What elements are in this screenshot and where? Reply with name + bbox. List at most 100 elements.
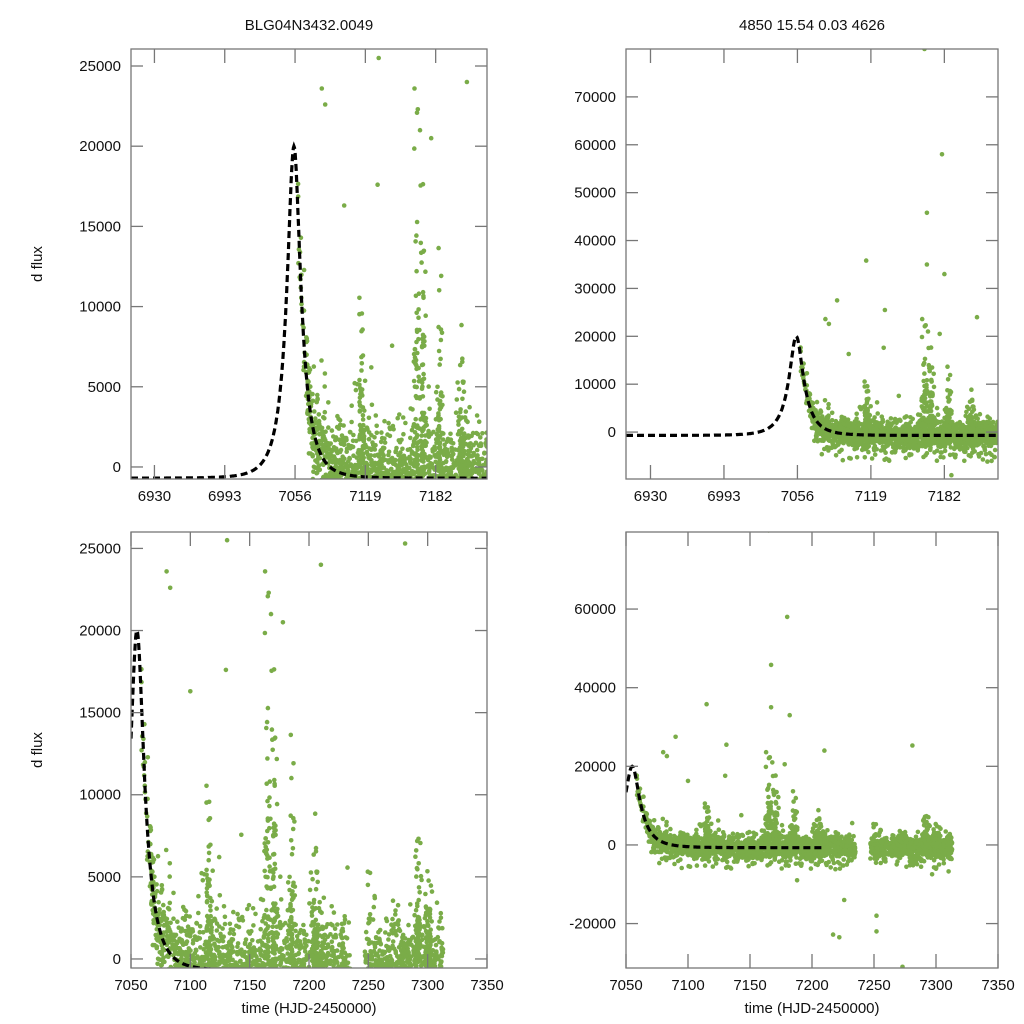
data-point xyxy=(393,998,398,1003)
data-point xyxy=(420,480,425,485)
data-point xyxy=(338,467,344,472)
data-point xyxy=(394,485,399,490)
data-point xyxy=(989,458,994,464)
data-point xyxy=(195,1004,200,1009)
data-point xyxy=(921,399,927,405)
data-point xyxy=(362,445,367,451)
data-point xyxy=(378,554,383,559)
data-points xyxy=(139,537,446,1016)
data-point xyxy=(397,412,402,417)
data-point xyxy=(369,447,374,453)
data-point xyxy=(161,902,166,908)
data-point xyxy=(342,917,348,923)
data-point xyxy=(367,912,373,917)
data-point xyxy=(316,493,321,498)
data-point xyxy=(846,423,851,428)
data-point xyxy=(456,504,461,509)
y-tick-label: 20000 xyxy=(79,138,121,155)
data-point xyxy=(245,906,250,912)
data-point xyxy=(343,485,348,490)
data-point xyxy=(931,384,937,390)
data-point xyxy=(166,1009,171,1014)
data-point xyxy=(412,508,417,513)
data-point xyxy=(172,994,177,999)
data-point xyxy=(402,479,407,484)
data-point xyxy=(409,427,415,433)
data-point xyxy=(398,492,403,497)
data-point xyxy=(479,484,484,489)
data-point xyxy=(925,388,930,394)
data-point xyxy=(302,994,307,999)
data-point xyxy=(399,981,404,986)
data-point xyxy=(155,972,160,977)
data-point xyxy=(321,481,326,486)
data-point xyxy=(459,483,464,488)
data-point xyxy=(353,505,358,510)
data-point xyxy=(456,386,462,392)
data-point xyxy=(358,457,364,462)
data-point xyxy=(278,874,283,879)
data-point xyxy=(251,923,256,928)
data-point xyxy=(342,552,347,557)
data-point xyxy=(421,295,426,301)
data-point xyxy=(403,492,408,497)
data-point xyxy=(451,520,456,525)
data-point xyxy=(283,979,288,984)
data-point xyxy=(449,449,455,454)
data-point xyxy=(327,987,332,992)
data-point xyxy=(387,496,392,501)
data-point xyxy=(917,412,923,418)
data-point xyxy=(271,973,276,978)
data-point xyxy=(291,970,296,975)
data-point xyxy=(399,495,404,500)
data-point xyxy=(225,978,230,983)
data-point xyxy=(353,387,359,393)
data-point xyxy=(976,438,982,444)
data-point xyxy=(349,504,354,509)
data-point xyxy=(321,516,326,521)
data-point xyxy=(382,440,388,445)
data-point xyxy=(466,488,471,493)
data-point xyxy=(463,497,468,502)
data-point xyxy=(332,507,337,512)
data-point xyxy=(886,427,892,433)
data-point xyxy=(850,442,855,448)
data-point xyxy=(461,489,466,494)
data-point xyxy=(419,416,425,421)
data-point xyxy=(448,465,454,470)
data-point xyxy=(484,457,487,463)
data-point xyxy=(934,419,939,425)
data-point xyxy=(436,417,442,423)
data-point xyxy=(359,361,365,366)
data-point xyxy=(823,316,828,322)
data-point xyxy=(374,430,380,436)
data-point xyxy=(387,480,392,485)
data-point xyxy=(295,181,301,187)
data-point xyxy=(338,482,343,487)
data-point xyxy=(168,968,173,973)
data-point xyxy=(424,480,429,485)
data-point xyxy=(976,420,981,426)
data-point xyxy=(388,485,393,490)
data-point xyxy=(414,482,419,487)
data-point xyxy=(444,543,449,548)
data-point xyxy=(357,549,362,554)
data-point xyxy=(463,499,468,504)
data-point xyxy=(308,384,313,389)
data-point xyxy=(830,434,836,439)
data-point xyxy=(314,470,320,476)
data-point xyxy=(868,404,873,409)
data-point xyxy=(250,938,255,943)
data-point xyxy=(420,517,425,522)
data-point xyxy=(234,1011,239,1016)
plot-frame xyxy=(625,48,999,480)
data-point xyxy=(387,983,392,988)
data-point xyxy=(874,438,880,444)
data-point xyxy=(301,922,306,928)
data-point xyxy=(436,348,442,354)
data-point xyxy=(462,510,467,515)
data-point xyxy=(403,498,408,503)
data-point xyxy=(223,971,228,976)
data-point xyxy=(807,392,813,397)
data-point xyxy=(864,407,869,413)
